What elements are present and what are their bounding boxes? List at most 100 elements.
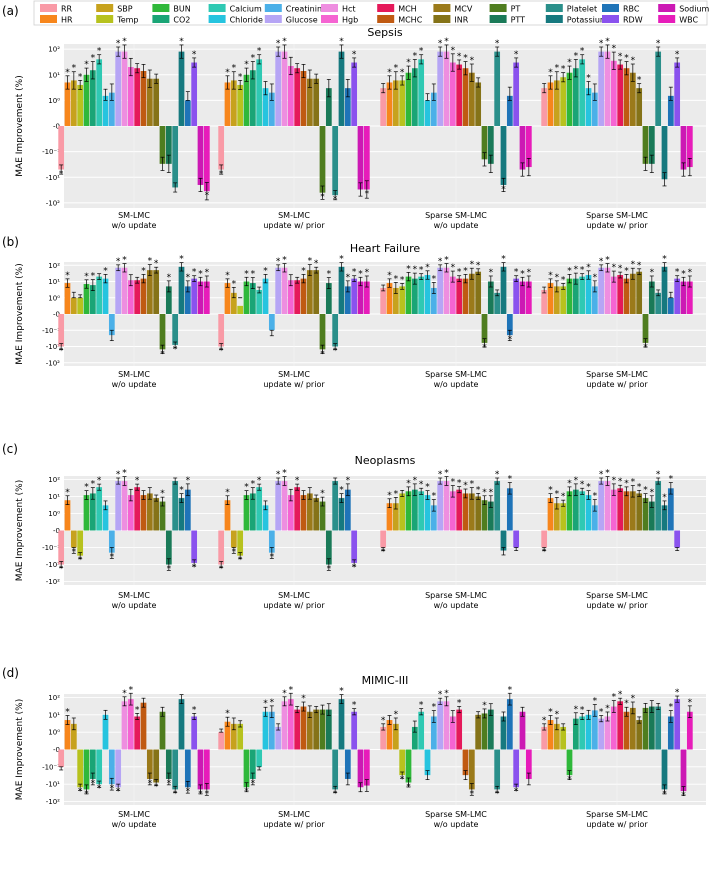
bar xyxy=(89,70,96,126)
bar xyxy=(443,267,450,314)
significance-star: * xyxy=(542,716,547,726)
significance-star: * xyxy=(593,273,598,283)
legend-label: Glucose POC xyxy=(286,15,338,24)
legend-label: RBC xyxy=(623,4,640,13)
bar xyxy=(262,88,269,126)
significance-star: * xyxy=(413,265,418,275)
bar xyxy=(77,749,84,788)
bar xyxy=(553,80,560,126)
significance-star: * xyxy=(148,779,153,789)
bar xyxy=(680,749,687,792)
bar xyxy=(108,530,115,553)
bar xyxy=(294,280,301,314)
significance-star: * xyxy=(567,775,572,785)
legend-label: WBC xyxy=(679,15,698,24)
significance-star: * xyxy=(122,37,127,47)
significance-star: * xyxy=(97,784,102,794)
bar xyxy=(268,711,275,750)
significance-star: * xyxy=(457,268,462,278)
significance-star: * xyxy=(637,482,642,492)
x-tick-label: Sparse SM-LMC xyxy=(425,810,487,819)
x-tick-label: w/o update xyxy=(434,601,479,610)
significance-star: * xyxy=(251,54,256,64)
significance-star: * xyxy=(482,488,487,498)
bar xyxy=(392,723,399,750)
bar xyxy=(566,278,573,314)
legend-label: MCHC xyxy=(398,15,423,24)
significance-star: * xyxy=(561,492,566,502)
significance-star: * xyxy=(320,489,325,499)
legend-label: Calcium xyxy=(230,4,262,13)
significance-star: * xyxy=(225,68,230,78)
bar xyxy=(667,95,674,126)
x-tick-label: update w/ prior xyxy=(263,820,325,829)
significance-star: * xyxy=(84,60,89,70)
bar xyxy=(481,126,488,160)
bar xyxy=(585,88,592,126)
x-tick-label: w/o update xyxy=(434,380,479,389)
legend-swatch xyxy=(40,15,57,23)
significance-star: * xyxy=(84,483,89,493)
bar xyxy=(487,709,494,750)
y-tick-label: 10¹ xyxy=(48,711,60,719)
bar xyxy=(500,266,507,314)
significance-star: * xyxy=(470,789,475,799)
significance-star: * xyxy=(333,789,338,799)
significance-star: * xyxy=(387,271,392,281)
significance-star: * xyxy=(406,783,411,793)
bar xyxy=(443,51,450,126)
bar xyxy=(667,716,674,750)
bar xyxy=(249,283,256,314)
bar xyxy=(218,530,225,565)
x-tick-label: w/o update xyxy=(112,601,157,610)
bar xyxy=(197,749,204,790)
legend-label: Hgb xyxy=(342,15,358,24)
bar xyxy=(338,498,345,531)
y-tick-label: -10⁻¹ xyxy=(42,763,60,771)
bar xyxy=(481,713,488,750)
bar xyxy=(411,489,418,531)
legend-swatch xyxy=(321,15,338,23)
x-tick-label: w/o update xyxy=(112,380,157,389)
significance-star: * xyxy=(219,347,224,357)
significance-star: * xyxy=(59,170,64,180)
bar xyxy=(456,64,463,126)
significance-star: * xyxy=(400,68,405,78)
bar xyxy=(386,283,393,314)
bar xyxy=(579,59,586,126)
bar xyxy=(332,749,339,790)
bar xyxy=(249,493,256,531)
bar xyxy=(506,314,513,336)
significance-star: * xyxy=(65,68,70,78)
bar xyxy=(399,80,406,126)
significance-star: * xyxy=(97,476,102,486)
bar xyxy=(58,314,65,347)
significance-star: * xyxy=(599,39,604,49)
bar xyxy=(287,280,294,314)
significance-star: * xyxy=(263,266,268,276)
bar xyxy=(686,126,693,168)
chart-title: Heart Failure xyxy=(350,242,421,255)
significance-star: * xyxy=(333,195,338,205)
significance-star: * xyxy=(365,268,370,278)
significance-star: * xyxy=(514,268,519,278)
bar xyxy=(313,78,320,126)
bar xyxy=(108,749,115,785)
bar xyxy=(487,281,494,314)
bar xyxy=(275,481,282,531)
bar xyxy=(642,314,649,343)
panel-letter: (b) xyxy=(2,235,19,249)
bar xyxy=(418,59,425,126)
significance-star: * xyxy=(400,775,405,785)
significance-star: * xyxy=(394,274,399,284)
bar xyxy=(344,88,351,126)
bar xyxy=(165,749,172,779)
significance-star: * xyxy=(339,37,344,47)
significance-star: * xyxy=(508,335,513,345)
bar xyxy=(146,493,153,531)
bar xyxy=(172,126,179,188)
significance-star: * xyxy=(381,548,386,558)
bar xyxy=(140,71,147,126)
significance-star: * xyxy=(352,50,357,60)
bar xyxy=(153,78,160,126)
